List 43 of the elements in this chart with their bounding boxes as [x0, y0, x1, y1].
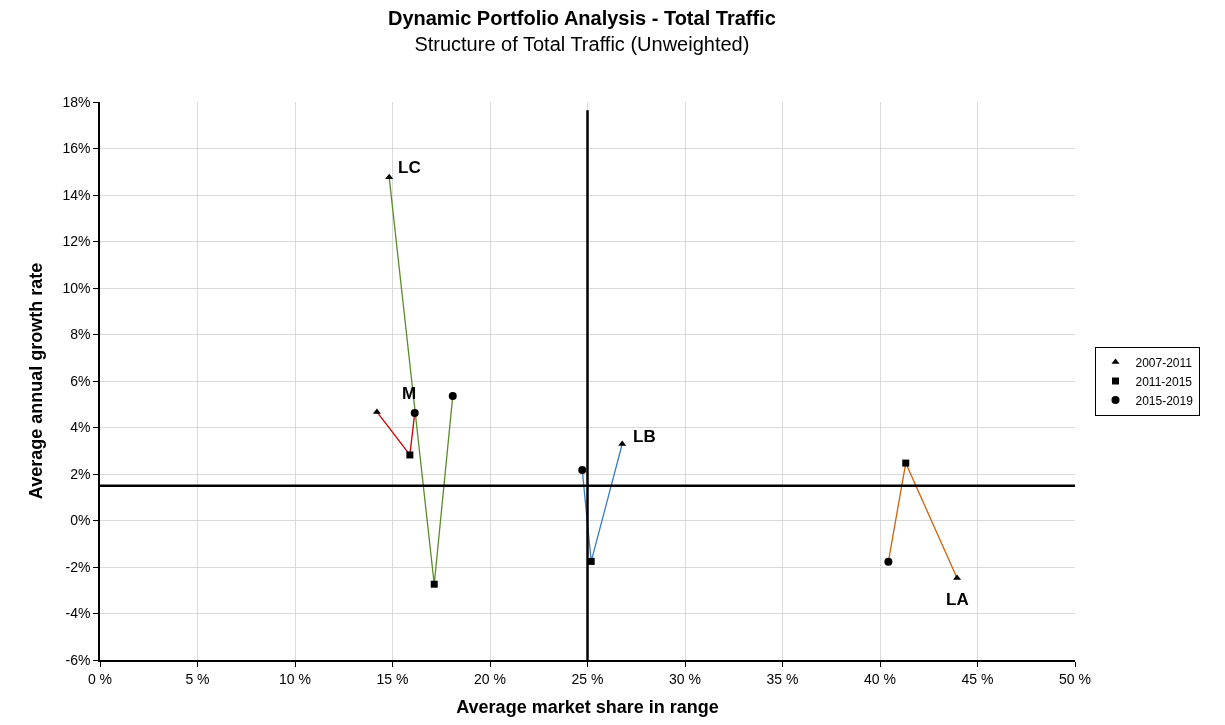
- y-tick-label: 14%: [62, 186, 91, 203]
- point: [430, 580, 438, 588]
- y-tick-label: 8%: [70, 326, 91, 343]
- x-tick-label: 15 %: [376, 670, 409, 687]
- point: [884, 557, 893, 566]
- legend-label: 2011-2015: [1135, 374, 1193, 389]
- annotation: LB: [633, 427, 656, 446]
- legend-label: 2015-2019: [1135, 393, 1194, 408]
- x-tick-label: 5 %: [185, 670, 210, 687]
- point: [902, 459, 910, 467]
- y-tick-label: 18%: [62, 93, 91, 110]
- y-tick-label: -4%: [65, 605, 91, 622]
- y-axis-title: Average annual growth rate: [26, 262, 47, 500]
- chart-subtitle: Structure of Total Traffic (Unweighted): [414, 33, 750, 56]
- y-tick-label: 12%: [62, 233, 91, 250]
- point: [385, 173, 394, 180]
- y-tick-label: 6%: [70, 372, 91, 389]
- annotation: LC: [398, 158, 421, 177]
- x-tick-label: 20 %: [474, 670, 506, 687]
- x-tick-label: 40 %: [864, 670, 896, 687]
- y-tick-label: 4%: [70, 419, 91, 436]
- annotation: M: [402, 384, 417, 403]
- point: [406, 451, 414, 459]
- legend-label: 2007-2011: [1135, 355, 1193, 370]
- annotation: LA: [946, 590, 969, 609]
- point: [410, 409, 419, 418]
- x-tick-label: 30 %: [669, 670, 701, 687]
- y-tick-label: 10%: [62, 279, 91, 296]
- y-tick-label: 16%: [62, 140, 91, 157]
- x-tick-label: 50 %: [1059, 670, 1091, 687]
- y-tick-label: 2%: [70, 465, 91, 482]
- x-axis-title: Average market share in range: [456, 697, 719, 718]
- point: [448, 392, 457, 401]
- point: [578, 466, 587, 475]
- y-tick-label: -2%: [65, 558, 91, 575]
- x-tick-label: 10 %: [279, 670, 311, 687]
- x-tick-label: 35 %: [766, 670, 799, 687]
- chart-title: Dynamic Portfolio Analysis - Total Traffic: [387, 7, 776, 30]
- x-tick-label: 0 %: [87, 670, 113, 687]
- y-tick-label: 0%: [70, 512, 91, 529]
- x-tick-label: 45 %: [961, 670, 994, 687]
- x-tick-label: 25 %: [571, 670, 604, 687]
- y-tick-label: -6%: [65, 651, 91, 668]
